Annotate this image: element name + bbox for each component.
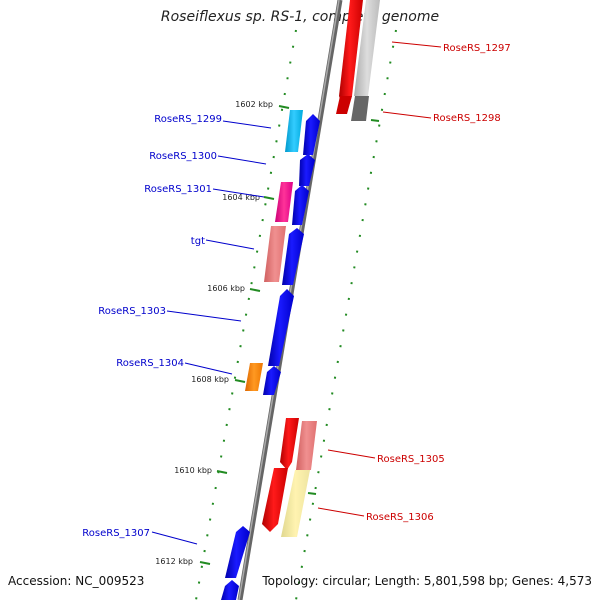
gene-box-roseRS-1299 bbox=[285, 110, 303, 152]
gene-arrow-roseRS-1305-a bbox=[280, 418, 299, 470]
gene-label-roseRS-1305[interactable]: RoseRS_1305 bbox=[377, 454, 445, 465]
gene-box-roseRS-1298 bbox=[351, 96, 369, 121]
gene-label-roseRS-1297[interactable]: RoseRS_1297 bbox=[443, 43, 511, 54]
gene-arrow-roseRS-1300 bbox=[299, 154, 315, 186]
topology-text: Topology: circular; Length: 5,801,598 bp… bbox=[262, 574, 592, 588]
left-leader-lines bbox=[151, 120, 272, 545]
gene-label-roseRS-1301[interactable]: RoseRS_1301 bbox=[144, 184, 212, 195]
gene-box-roseRS-1297-grey bbox=[354, 0, 380, 96]
feature-genes bbox=[245, 110, 303, 391]
gene-box-roseRS-1301 bbox=[275, 182, 293, 222]
left-guide-dots bbox=[195, 29, 297, 600]
gene-box-roseRS-1305 bbox=[296, 421, 317, 470]
gene-label-roseRS-1304[interactable]: RoseRS_1304 bbox=[116, 358, 184, 369]
reverse-genes bbox=[262, 0, 380, 537]
gene-label-roseRS-1299[interactable]: RoseRS_1299 bbox=[154, 114, 222, 125]
gene-label-roseRS-1300[interactable]: RoseRS_1300 bbox=[149, 151, 217, 162]
tick-label-1608: 1608 kbp bbox=[191, 375, 229, 384]
gene-box-roseRS-1304 bbox=[245, 363, 263, 391]
tick-label-1604: 1604 kbp bbox=[222, 193, 260, 202]
gene-arrow-roseRS-1306-a bbox=[262, 468, 288, 532]
gene-box-tgt bbox=[264, 226, 286, 282]
right-guide-dots bbox=[295, 29, 397, 600]
tick-label-1602: 1602 kbp bbox=[235, 100, 273, 109]
gene-arrow-tgt-b bbox=[282, 228, 304, 285]
forward-genes bbox=[221, 114, 320, 600]
gene-arrow-roseRS-1299-b bbox=[303, 114, 320, 155]
gene-arrow-next bbox=[221, 580, 239, 600]
tick-label-1606: 1606 kbp bbox=[207, 284, 245, 293]
gene-arrow-roseRS-1301-b bbox=[292, 185, 309, 225]
tick-label-1612: 1612 kbp bbox=[155, 557, 193, 566]
gene-arrow-roseRS-1298-red bbox=[336, 96, 352, 114]
tick-label-1610: 1610 kbp bbox=[174, 466, 212, 475]
accession-text: Accession: NC_009523 bbox=[8, 574, 145, 588]
gene-arrow-roseRS-1307 bbox=[225, 526, 250, 578]
right-leader-lines bbox=[317, 41, 442, 517]
gene-label-tgt[interactable]: tgt bbox=[191, 236, 205, 247]
gene-label-roseRS-1298[interactable]: RoseRS_1298 bbox=[433, 113, 501, 124]
kbp-ticks bbox=[199, 105, 380, 565]
gene-label-roseRS-1306[interactable]: RoseRS_1306 bbox=[366, 512, 434, 523]
gene-box-roseRS-1306 bbox=[281, 470, 310, 537]
gene-label-roseRS-1307[interactable]: RoseRS_1307 bbox=[82, 528, 150, 539]
gene-arrow-roseRS-1303 bbox=[268, 289, 294, 366]
gene-arrow-roseRS-1304-b bbox=[263, 366, 281, 395]
gene-label-roseRS-1303[interactable]: RoseRS_1303 bbox=[98, 306, 166, 317]
gene-arrow-roseRS-1297 bbox=[339, 0, 363, 114]
